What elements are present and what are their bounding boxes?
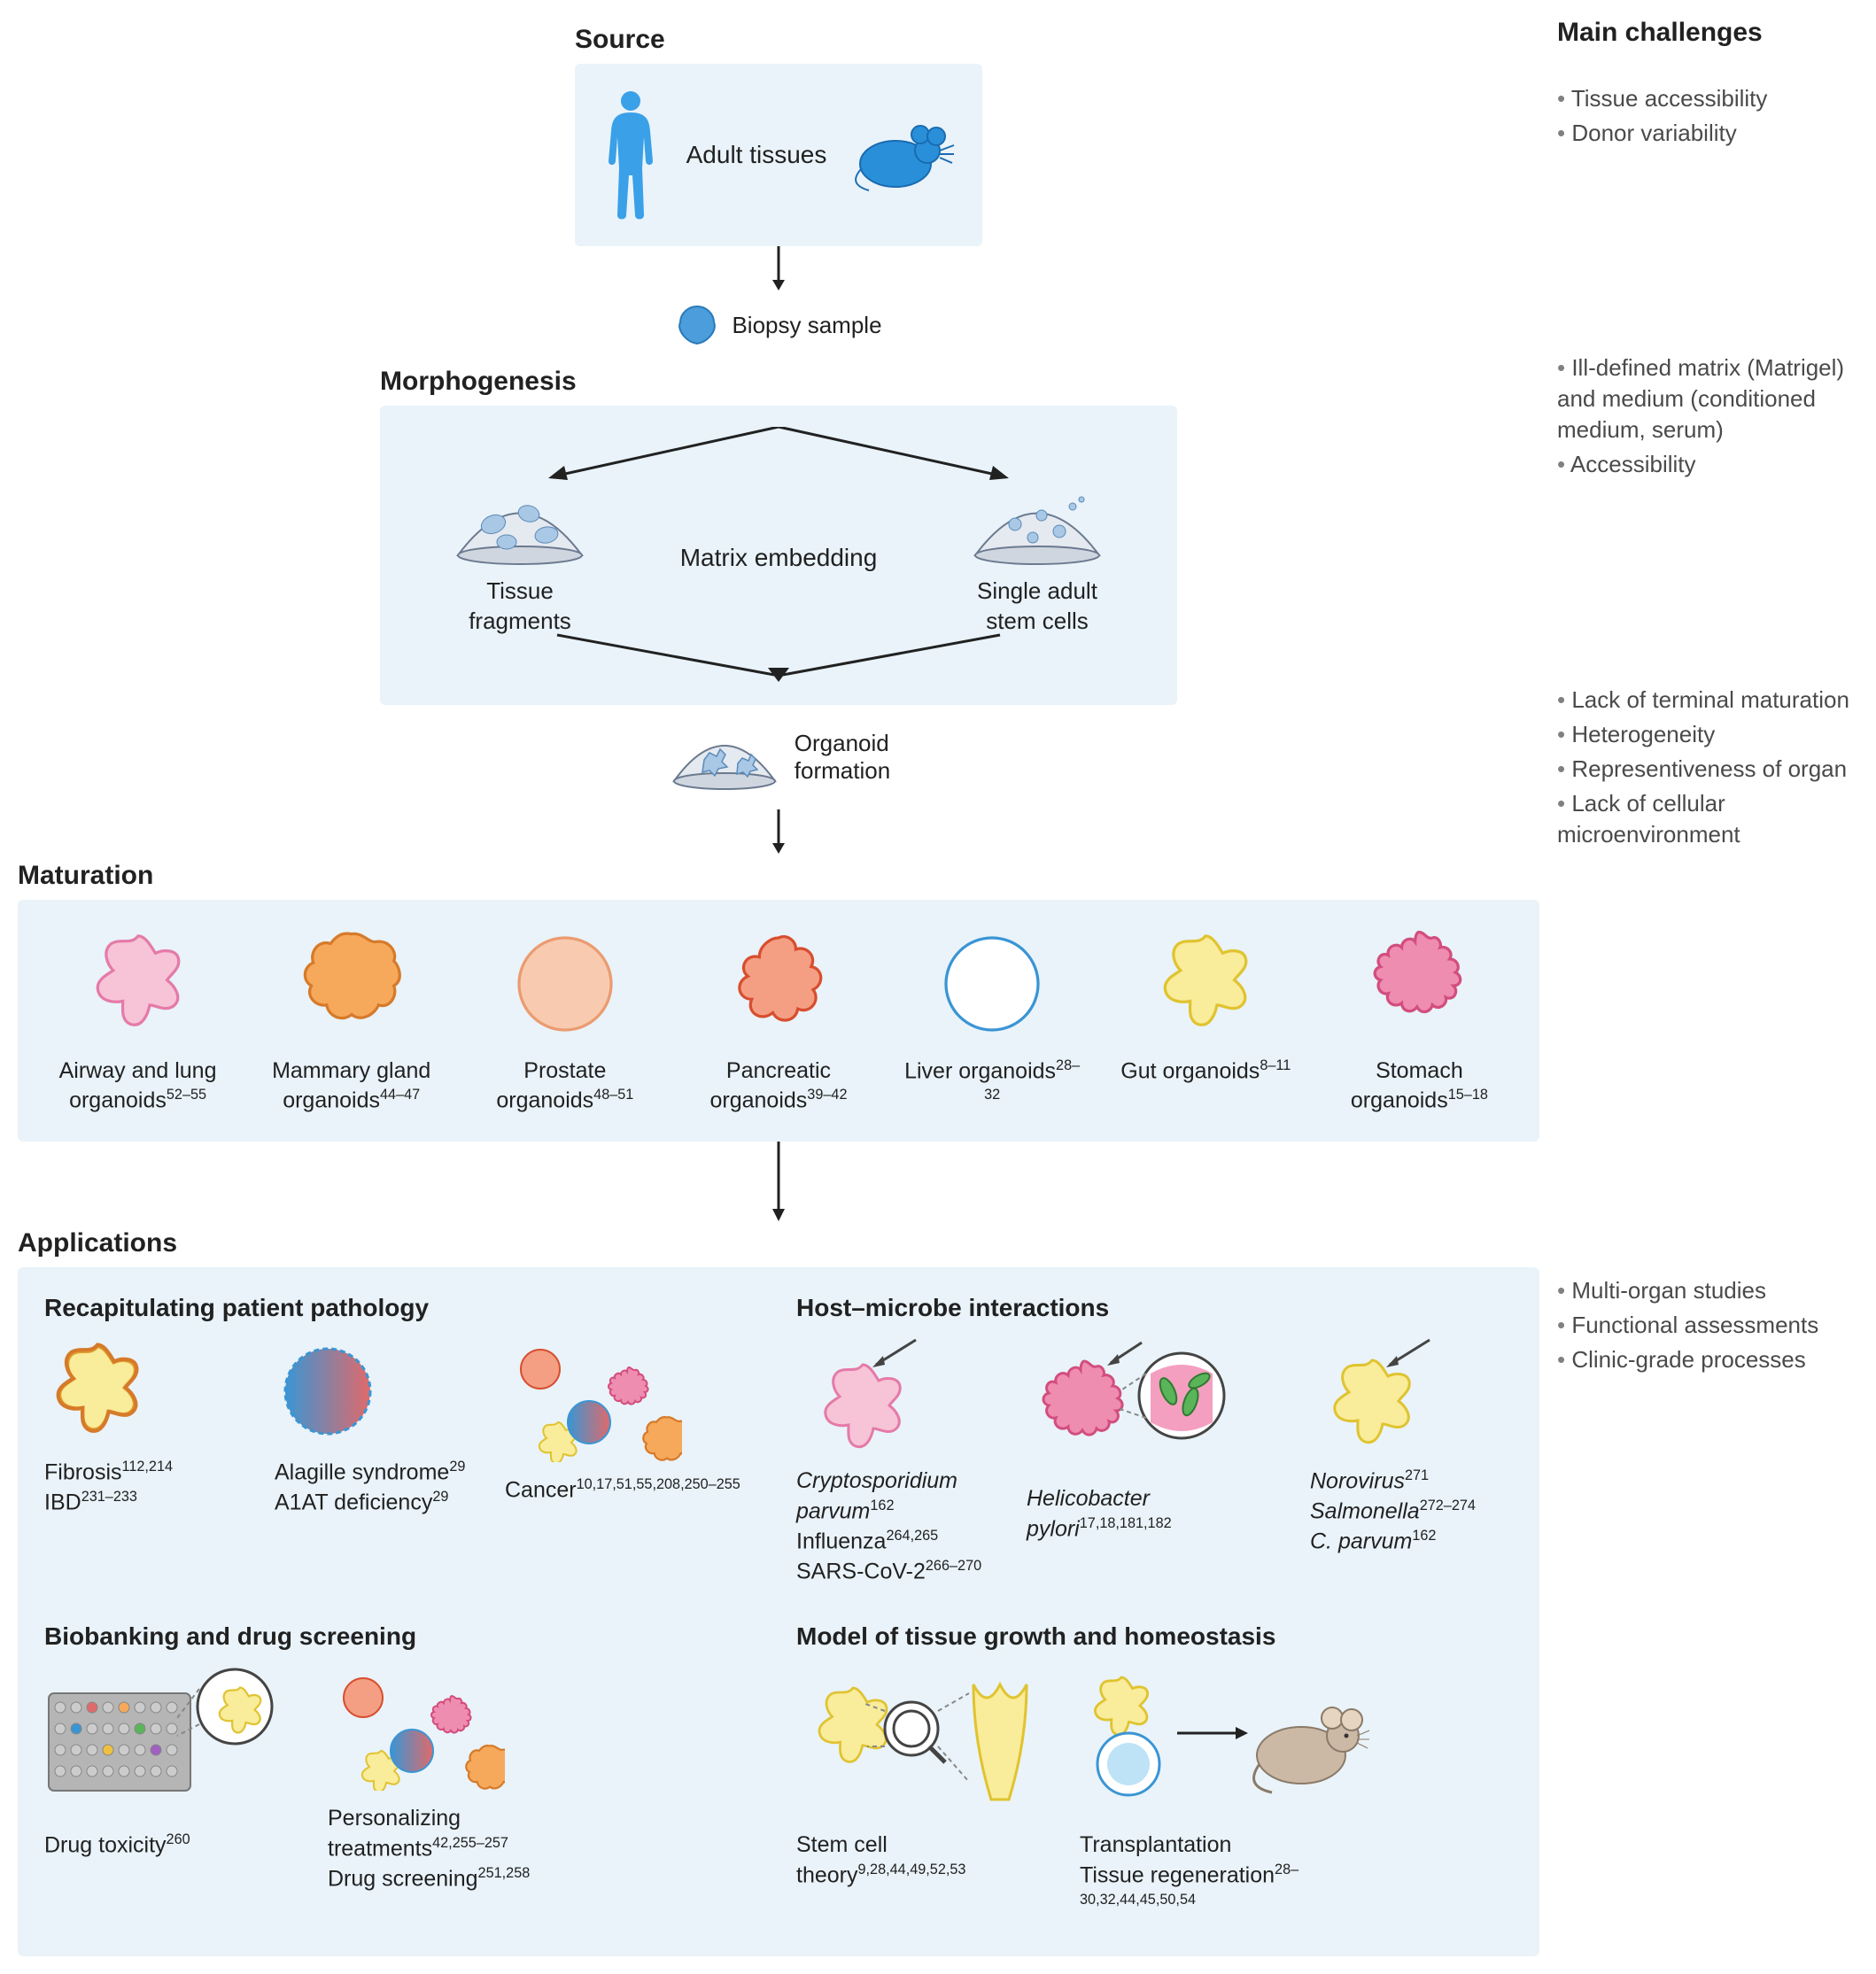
tissue-fragments-item: Tissue fragments [405,480,635,636]
challenge-item: Heterogeneity [1557,719,1858,750]
challenge-item: Representiveness of organ [1557,754,1858,785]
morphogenesis-label: Morphogenesis [380,367,1177,397]
organoid-item: Stomach organoids15–18 [1330,926,1508,1114]
biopsy-icon [675,303,719,347]
fibrosis-icon [44,1338,151,1444]
challenges-mat: Lack of terminal maturationHeterogeneity… [1557,685,1858,850]
organoid-label: Pancreatic organoids39–42 [690,1057,867,1114]
connector-morph-mat: Organoid formation [18,705,1539,854]
organoid-icon [934,926,1050,1041]
challenge-item: Ill-defined matrix (Matrigel) and medium… [1557,352,1858,445]
organoid-icon [1361,926,1477,1041]
model-stem-cell: Stem cell theory9,28,44,49,52,53 [796,1667,1044,1891]
single-stem-cells-label: Single adult stem cells [922,577,1152,637]
connector-source-morph: Biopsy sample [18,246,1539,360]
challenge-item: Clinic-grade processes [1557,1344,1858,1375]
applications-label: Applications [18,1228,1539,1258]
organoid-label: Liver organoids28–32 [903,1057,1081,1115]
transplant-icon [1080,1667,1372,1817]
arrow-down-icon [765,246,792,290]
host-microbe-section: Host–microbe interactions Cryptosporidiu… [796,1294,1513,1587]
source-panel: Adult tissues [575,64,982,246]
bio-personalizing: Personalizing treatments42,255–257Drug s… [328,1667,576,1894]
biopsy-label: Biopsy sample [732,312,881,339]
personalizing-icon [328,1667,505,1791]
pathology-cancer: Cancer10,17,51,55,208,250–255 [505,1338,753,1506]
pathology-alagille: Alagille syndrome29A1AT deficiency29 [275,1338,469,1518]
applications-panel: Recapitulating patient pathology Fibrosi… [18,1267,1539,1956]
organoid-item: Airway and lung organoids52–55 [50,926,227,1114]
challenge-item: Lack of terminal maturation [1557,685,1858,716]
organoid-label: Gut organoids8–11 [1117,1057,1294,1086]
biobanking-section: Biobanking and drug screening Drug toxic… [44,1622,761,1921]
dome-cells-icon [966,480,1108,569]
flow-column: Source Adult tissues [18,18,1539,1956]
organoid-item: Prostate organoids48–51 [477,926,654,1114]
arrow-down-icon [765,1142,792,1221]
tissue-fragments-label: Tissue fragments [405,577,635,637]
biobanking-title: Biobanking and drug screening [44,1622,761,1651]
organoid-item: Liver organoids28–32 [903,926,1081,1115]
challenge-item: Multi-organ studies [1557,1275,1858,1306]
well-plate-icon [44,1667,283,1817]
model-transplant: TransplantationTissue regeneration28–30,… [1080,1667,1328,1921]
model-section: Model of tissue growth and homeostasis [796,1622,1513,1921]
human-icon [600,89,662,221]
challenge-item: Lack of cellular microenvironment [1557,788,1858,850]
organoid-dome-icon [667,717,782,797]
dome-fragments-icon [449,480,591,569]
challenges-column: Main challenges Tissue accessibility Dono… [1557,18,1858,1956]
challenge-item: Accessibility [1557,449,1858,480]
hpylori-icon [1027,1338,1230,1471]
host-microbe-title: Host–microbe interactions [796,1294,1513,1322]
organoid-icon [1148,926,1263,1041]
model-title: Model of tissue growth and homeostasis [796,1622,1513,1651]
organoid-icon [81,926,196,1041]
challenge-item: Functional assessments [1557,1310,1858,1341]
source-label: Source [575,25,982,55]
maturation-label: Maturation [18,861,1539,891]
inject-gut-icon [1310,1338,1434,1453]
organoid-item: Pancreatic organoids39–42 [690,926,867,1114]
maturation-panel: Airway and lung organoids52–55 Mammary g… [18,900,1539,1142]
pathology-title: Recapitulating patient pathology [44,1294,761,1322]
hm-hpylori: Helicobacter pylori17,18,181,182 [1027,1338,1275,1544]
challenges-morph: Ill-defined matrix (Matrigel) and medium… [1557,352,1858,480]
stem-cell-icon [796,1667,1044,1817]
organoid-label: Airway and lung organoids52–55 [50,1057,227,1114]
organoid-icon [294,926,409,1041]
challenges-heading: Main challenges [1557,18,1858,48]
single-stem-cells-item: Single adult stem cells [922,480,1152,636]
organoid-label: Prostate organoids48–51 [477,1057,654,1114]
organoid-item: Mammary gland organoids44–47 [263,926,440,1114]
arrow-down-icon [765,809,792,854]
pathology-section: Recapitulating patient pathology Fibrosi… [44,1294,761,1587]
organoid-label: Stomach organoids15–18 [1330,1057,1508,1114]
diagram-root: Source Adult tissues [18,18,1858,1956]
challenge-item: Donor variability [1557,118,1858,149]
adult-tissues-label: Adult tissues [686,141,827,169]
merge-arrows-icon [407,631,1151,684]
challenge-item: Tissue accessibility [1557,83,1858,114]
inject-lung-icon [796,1338,920,1453]
alagille-icon [275,1338,381,1444]
challenges-app: Multi-organ studies Functional assessment… [1557,1275,1858,1375]
connector-mat-app [18,1142,1539,1221]
cancer-icon [505,1338,682,1462]
organoid-label: Mammary gland organoids44–47 [263,1057,440,1114]
organoid-formation-label: Organoid formation [795,730,890,785]
morphogenesis-panel: Tissue fragments Matrix embedding Sing [380,406,1177,705]
challenges-source: Tissue accessibility Donor variability [1557,83,1858,149]
hm-norovirus: Norovirus271Salmonella272–274C. parvum16… [1310,1338,1505,1557]
organoid-icon [721,926,836,1041]
organoid-item: Gut organoids8–11 [1117,926,1294,1086]
mouse-icon [851,115,957,195]
hm-crypto: Cryptosporidium parvum162Influenza264,26… [796,1338,991,1587]
organoid-icon [508,926,623,1041]
pathology-fibrosis: Fibrosis112,214IBD231–233 [44,1338,239,1518]
matrix-embedding-label: Matrix embedding [653,544,904,572]
bio-drug-toxicity: Drug toxicity260 [44,1667,292,1861]
